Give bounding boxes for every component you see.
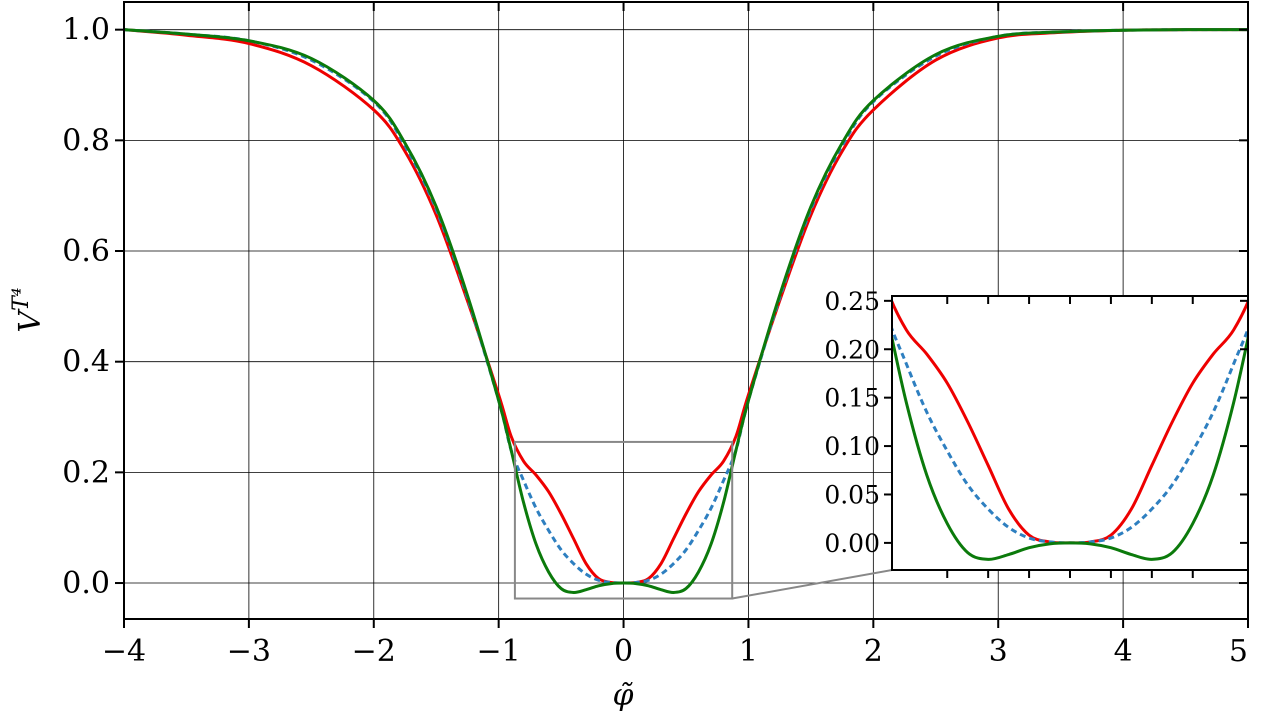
x-tick-label: 0 [614,634,633,669]
y-tick-label: 1.0 [62,13,110,48]
x-tick-label: −3 [227,634,271,669]
x-tick-label: −4 [102,634,146,669]
y-axis-label-base: V [13,308,48,333]
y-axis-label: VT⁴ [9,287,48,332]
y-tick-label: 0.0 [62,566,110,601]
inset-y-tick-label: 0.20 [824,335,880,364]
x-tick-label: 1 [739,634,758,669]
main-axes: −4 −3 −2 −1 0 1 2 3 4 5 0.0 0.2 0.4 0.6 0.8 1.0 [62,1,1249,669]
inset-chart: 0.00 0.05 0.10 0.15 0.20 0.25 [824,287,1249,578]
x-tick-label: −2 [352,634,396,669]
x-tick-label: 3 [989,634,1008,669]
inset-y-tick-label: 0.00 [824,529,880,558]
x-tick-label: 2 [864,634,883,669]
x-axis-label: φ̃ [612,678,633,713]
inset-y-tick-label: 0.10 [824,432,880,461]
x-tick-label: 4 [1114,634,1133,669]
inset-series-line-3 [892,331,1248,561]
inset-y-tick-label: 0.15 [824,384,880,413]
x-tick-label: −1 [477,634,521,669]
series-line-3 [124,28,1248,594]
y-tick-label: 0.4 [62,345,110,380]
zoom-indicator [513,440,893,600]
inset-series-line-1 [892,298,1248,545]
y-tick-label: 0.6 [62,234,110,269]
zoom-connector [732,569,893,600]
inset-y-tick-label: 0.05 [824,480,880,509]
inset-y-tick-label: 0.25 [824,287,880,316]
x-tick-label: 5 [1229,634,1248,669]
main-series [124,28,1248,594]
y-axis-label-superscript: T⁴ [9,287,34,311]
inset-series [892,298,1248,561]
zoom-box [513,440,734,600]
inset-background [892,296,1248,570]
y-tick-label: 0.2 [62,455,110,490]
y-tick-label: 0.8 [62,123,110,158]
